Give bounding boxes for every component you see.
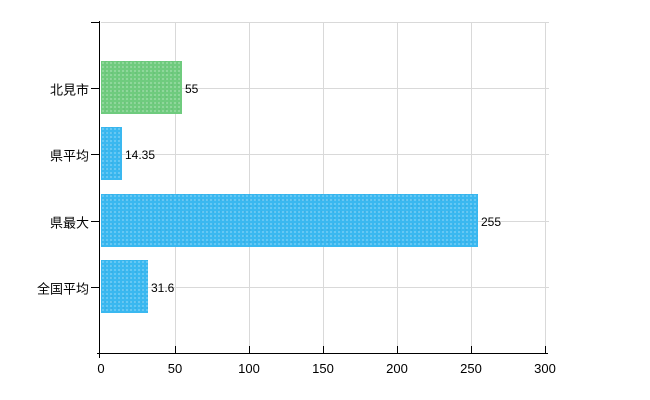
x-axis-tick [249,346,250,353]
bar-value-label: 255 [481,215,502,229]
bar-value-label: 31.6 [151,281,175,295]
x-gridline [397,22,398,353]
y-axis-line [99,21,100,358]
x-gridline [471,22,472,353]
x-gridline [249,22,250,353]
bar-value-label: 14.35 [125,148,156,162]
x-axis-tick-label: 0 [97,361,105,376]
x-axis-tick [323,346,324,353]
category-label: 全国平均 [36,281,89,297]
y-axis-tick [91,221,99,222]
x-gridline [545,22,546,353]
y-axis-top-tick [91,22,99,23]
category-label: 県最大 [49,215,89,231]
x-axis-tick-label: 150 [312,361,334,376]
bar-県最大 [101,194,478,247]
category-label: 北見市 [49,82,89,98]
y-axis-tick [91,88,99,89]
category-gridline [101,154,549,155]
x-axis-tick-label: 300 [534,361,556,376]
x-axis-line [97,353,548,354]
x-gridline [323,22,324,353]
x-axis-tick [175,346,176,353]
x-axis-tick-label: 100 [238,361,260,376]
x-axis-tick-label: 250 [460,361,482,376]
x-axis-tick [545,346,546,353]
category-label: 県平均 [49,148,89,164]
bar-県平均 [101,127,122,180]
bar-value-label: 55 [185,82,199,96]
x-gridline [175,22,176,353]
x-axis-tick [397,346,398,353]
bar-全国平均 [101,260,148,313]
category-gridline [101,287,549,288]
category-gridline [101,88,549,89]
x-axis-tick-label: 200 [386,361,408,376]
plot-top-gridline [101,22,549,23]
y-axis-tick [91,287,99,288]
bar-北見市 [101,61,182,114]
x-axis-tick-label: 50 [167,361,183,376]
y-axis-tick [91,154,99,155]
x-axis-tick [471,346,472,353]
